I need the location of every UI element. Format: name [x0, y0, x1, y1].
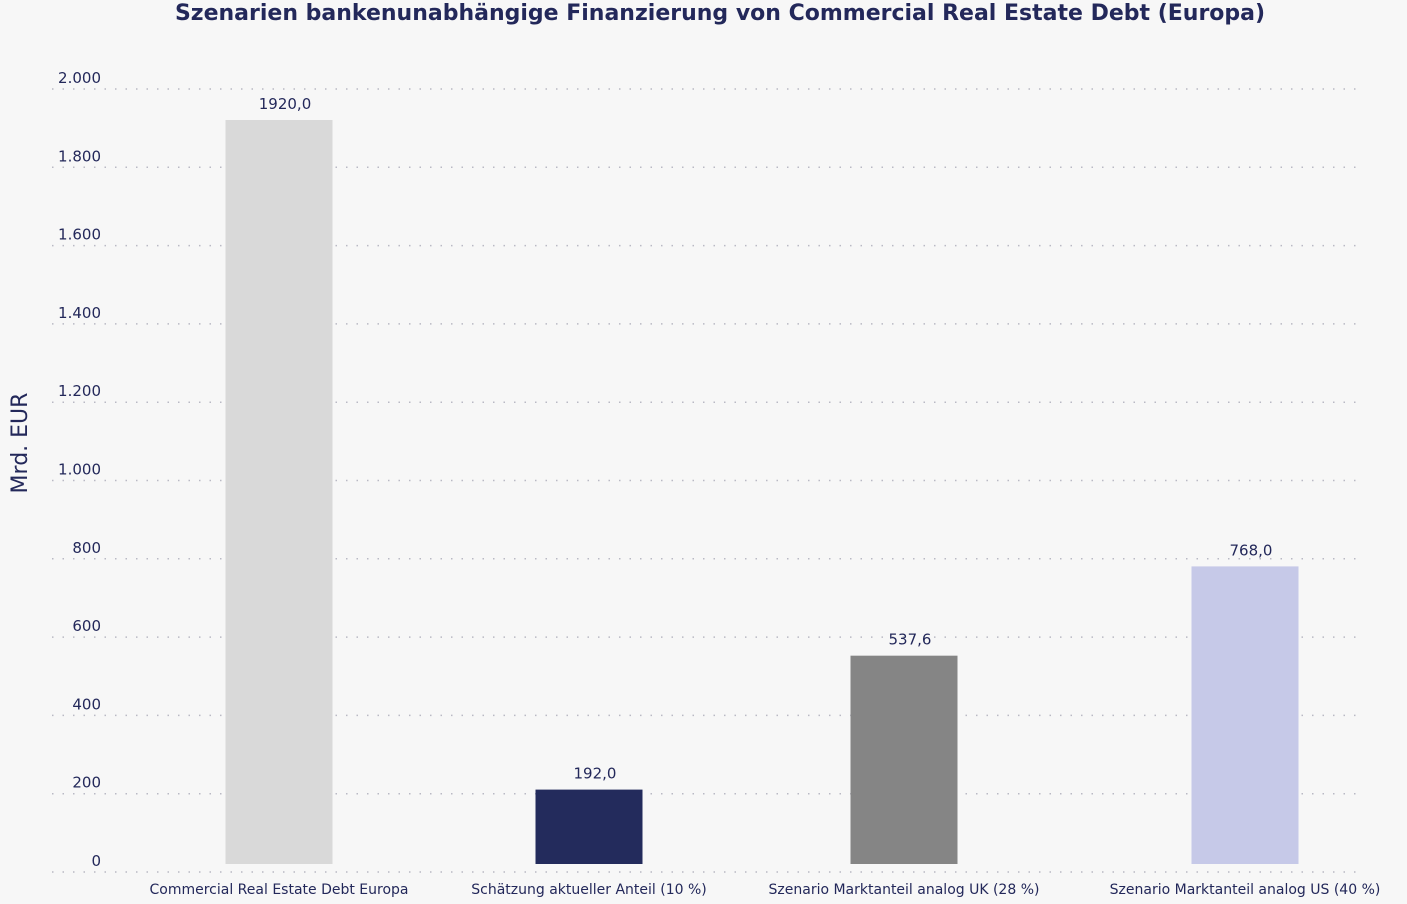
y-tick-label: 1.200 — [58, 382, 101, 400]
chart-title: Szenarien bankenunabhängige Finanzierung… — [175, 1, 1265, 26]
y-tick-label: 600 — [72, 617, 101, 635]
y-tick-label: 0 — [91, 852, 101, 870]
y-axis-ticks: 0 200 400 600 800 1.000 1.200 1.400 1.600 1.800 2.… — [58, 69, 101, 870]
category-label: Commercial Real Estate Debt Europa — [150, 882, 409, 898]
category-label: Szenario Marktanteil analog UK (28 %) — [769, 882, 1040, 898]
bar-value-label: 768,0 — [1230, 541, 1273, 559]
bar — [225, 120, 333, 864]
category-label: Schätzung aktueller Anteil (10 %) — [471, 882, 707, 898]
bar-value-label: 1920,0 — [259, 95, 312, 113]
y-tick-label: 1.800 — [58, 147, 101, 165]
y-tick-label: 800 — [72, 539, 101, 557]
bar — [850, 655, 958, 864]
value-labels: 1920,0 192,0 537,6 768,0 — [259, 95, 1273, 783]
bar-value-label: 192,0 — [574, 765, 617, 783]
y-tick-label: 200 — [72, 774, 101, 792]
bars — [225, 120, 1299, 864]
bar — [1191, 566, 1299, 864]
y-axis-label: Mrd. EUR — [8, 393, 33, 494]
bar — [535, 789, 643, 864]
y-tick-label: 1.600 — [58, 226, 101, 244]
y-tick-label: 1.000 — [58, 461, 101, 479]
bar-value-label: 537,6 — [889, 631, 932, 649]
y-tick-label: 1.400 — [58, 304, 101, 322]
y-tick-label: 400 — [72, 695, 101, 713]
category-label: Szenario Marktanteil analog US (40 %) — [1110, 882, 1381, 898]
category-labels: Commercial Real Estate Debt Europa Schätz… — [150, 882, 1381, 898]
y-tick-label: 2.000 — [58, 69, 101, 87]
